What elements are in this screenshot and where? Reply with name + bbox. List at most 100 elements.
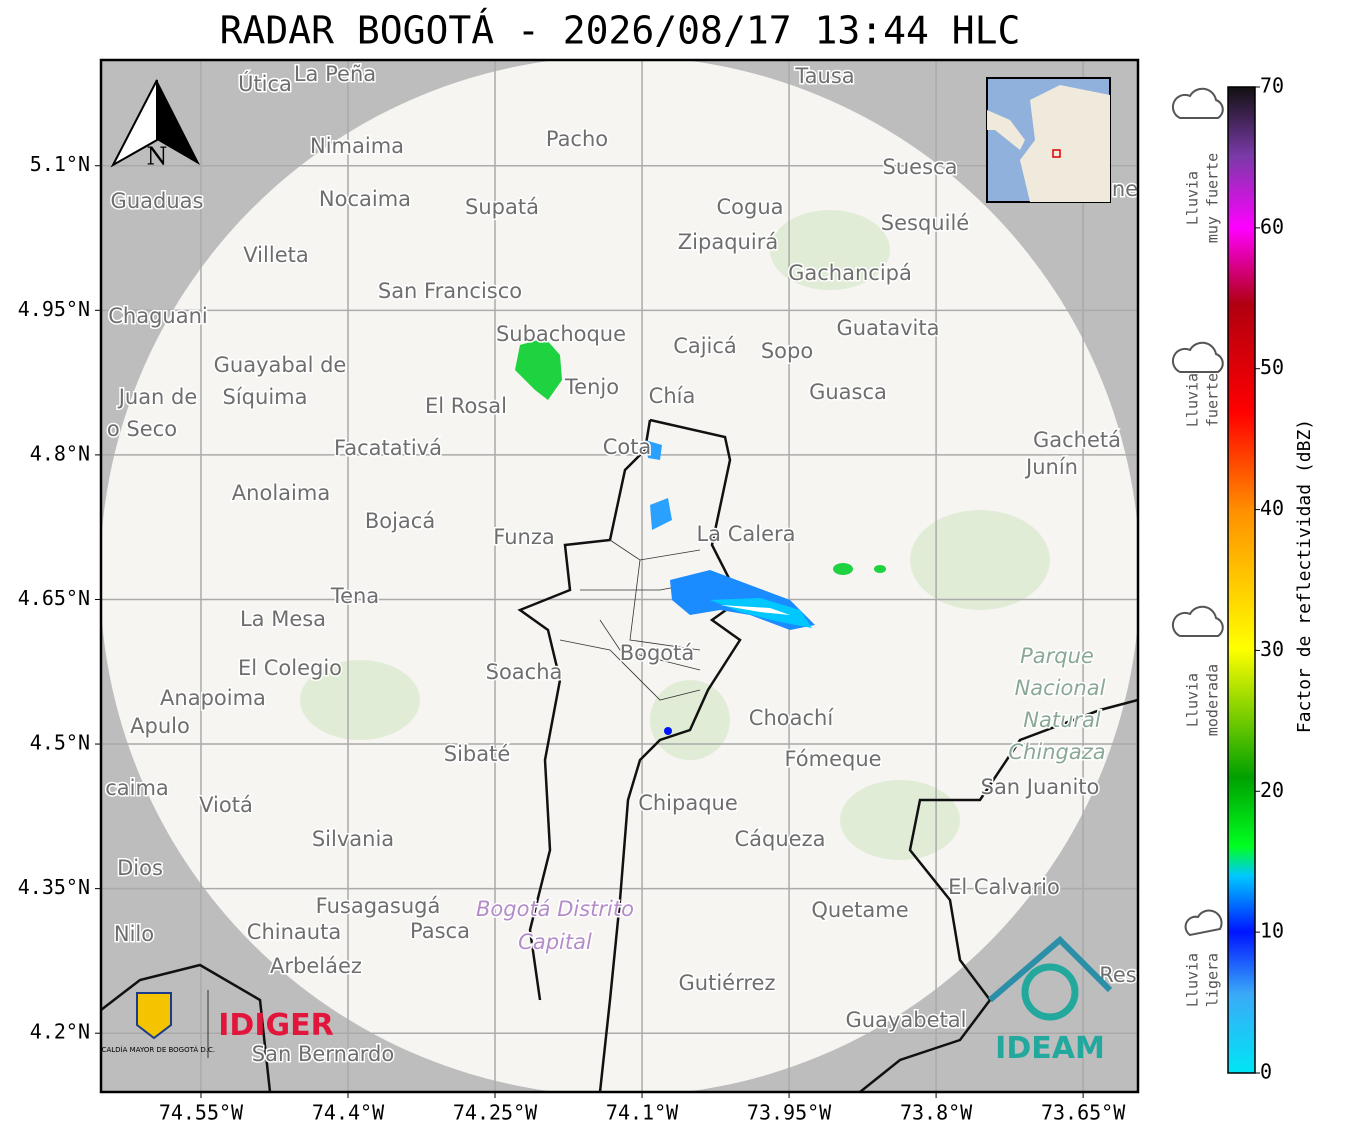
place-label: Fómeque: [784, 747, 881, 771]
logo-idiger: IDIGER: [218, 1008, 333, 1043]
place-label: Bogotá Distrito: [476, 897, 634, 921]
place-label: El Colegio: [238, 656, 342, 680]
place-label: Tenjo: [564, 375, 619, 399]
place-label: Cota: [603, 435, 652, 459]
boundaries: [101, 418, 1138, 1092]
x-tick-label: 73.8°W: [900, 1101, 973, 1125]
rain-category: moderada: [1204, 664, 1222, 736]
place-label: San Juanito: [981, 775, 1100, 799]
y-tick-label: 4.95°N: [18, 297, 90, 321]
place-label: Gachancipá: [788, 261, 912, 285]
place-label: Gachetá: [1033, 428, 1121, 452]
place-label: Juan de: [117, 385, 198, 409]
y-tick-label: 4.2°N: [30, 1020, 90, 1044]
place-label: Parque: [1020, 644, 1094, 668]
colorbar-tick-label: 50: [1260, 355, 1284, 379]
colorbar-label: Factor de reflectividad (dBZ): [1294, 419, 1315, 733]
y-tick-label: 4.65°N: [18, 586, 90, 610]
colorbar-tick-label: 30: [1260, 637, 1284, 661]
place-label: Capital: [518, 930, 592, 954]
place-label: Natural: [1023, 708, 1101, 732]
place-label: Tena: [330, 584, 379, 608]
place-label: La Mesa: [240, 607, 326, 631]
place-label: Suesca: [883, 155, 958, 179]
colorbar-tick-label: 60: [1260, 214, 1284, 238]
place-label: Silvania: [312, 827, 394, 851]
place-label: Cáqueza: [735, 827, 826, 851]
rain-category: muy fuerte: [1204, 153, 1222, 243]
x-tick-label: 74.55°W: [159, 1101, 244, 1125]
place-label: Choachí: [749, 706, 835, 730]
logo-alcaldia: ALCALDÍA MAYOR DE BOGOTÁ D.C.: [93, 1045, 215, 1054]
place-label: Bogotá: [620, 641, 695, 665]
place-label: Chía: [649, 384, 696, 408]
place-label: Nilo: [114, 922, 154, 946]
radar-echoes: [515, 338, 886, 735]
place-label: Cajicá: [673, 334, 737, 358]
localities: [559, 539, 713, 701]
place-label: Guayabetal: [846, 1008, 967, 1032]
place-label: Viotá: [199, 793, 253, 817]
place-label: Anapoima: [160, 686, 266, 710]
place-label: Nacional: [1015, 676, 1106, 700]
x-tick-label: 73.65°W: [1041, 1101, 1126, 1125]
north-label: N: [147, 143, 168, 171]
x-tick-label: 74.4°W: [312, 1101, 385, 1125]
place-label: San Francisco: [378, 279, 522, 303]
place-label: Chingaza: [1008, 740, 1105, 764]
place-label: Sesquilé: [881, 211, 969, 235]
weather-icons: [1171, 87, 1224, 937]
place-label: El Calvario: [948, 875, 1060, 899]
place-label: Guatavita: [837, 316, 940, 340]
place-label: El Rosal: [425, 394, 507, 418]
colorbar: [1227, 86, 1256, 1074]
place-label: San Bernardo: [252, 1042, 394, 1066]
rain-category: Lluvia: [1184, 373, 1202, 427]
place-label: Villeta: [243, 243, 308, 267]
place-label: Dios: [117, 856, 163, 880]
terrain: [300, 210, 1050, 860]
x-tick-label: 74.25°W: [453, 1101, 538, 1125]
place-label: Fusagasugá: [316, 894, 441, 918]
logos: ALCALDÍA MAYOR DE BOGOTÁ D.C. IDIGER IDE…: [93, 935, 1113, 1066]
place-label: Pasca: [410, 919, 470, 943]
colorbar-tick-label: 70: [1260, 74, 1284, 98]
place-label: Guayabal de: [214, 353, 347, 377]
place-label: Cogua: [716, 195, 783, 219]
place-label: Zipaquirá: [678, 230, 778, 254]
place-label: Arbeláez: [270, 954, 362, 978]
place-label: o Seco: [107, 417, 177, 441]
place-label: Pacho: [546, 127, 608, 151]
colorbar-tick-label: 20: [1260, 778, 1284, 802]
title: RADAR BOGOTÁ - 2026/08/17 13:44 HLC: [220, 9, 1021, 53]
place-label: Síquima: [223, 385, 308, 409]
north-arrow: N: [110, 79, 200, 171]
rain-category: Lluvia: [1184, 171, 1202, 225]
place-label: caima: [105, 776, 169, 800]
place-label: Nimaima: [310, 134, 404, 158]
y-tick-label: 4.8°N: [30, 441, 90, 465]
place-label: Apulo: [130, 714, 190, 738]
map: Útica La Peña Tausa Pacho Nimaima Suesca Guadu…: [93, 60, 1138, 1092]
place-label: La Peña: [294, 62, 376, 86]
place-label: Funza: [493, 525, 554, 549]
place-label: ne: [1112, 177, 1138, 201]
place-label: Bojacá: [365, 509, 435, 533]
rain-category: ligera: [1204, 953, 1222, 1007]
colorbar-tick-label: 10: [1260, 919, 1284, 943]
rain-category: Lluvia: [1184, 953, 1202, 1007]
place-label: Supatá: [465, 195, 539, 219]
place-label: Facatativá: [334, 436, 442, 460]
logo-ideam: IDEAM: [995, 1031, 1105, 1066]
y-tick-label: 5.1°N: [30, 152, 90, 176]
place-label: Chaguani: [108, 304, 208, 328]
place-label: Sibaté: [444, 742, 511, 766]
place-label: Guaduas: [111, 189, 204, 213]
place-label: Anolaima: [232, 481, 330, 505]
map-frame: [99, 58, 1140, 1094]
place-label: Nocaima: [319, 187, 411, 211]
rain-category: fuerte: [1204, 373, 1222, 427]
place-label: Sopo: [761, 339, 813, 363]
place-label: Chinauta: [247, 920, 341, 944]
